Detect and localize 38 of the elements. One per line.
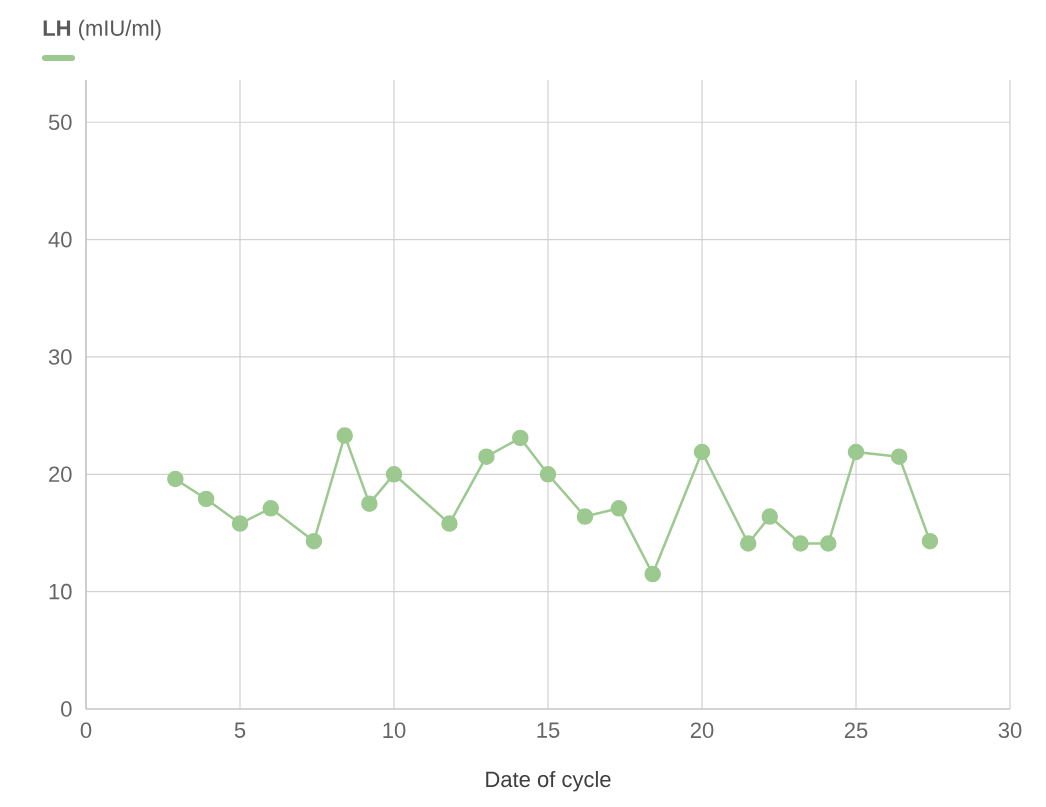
point xyxy=(890,448,908,465)
x-tick-label: 0 xyxy=(80,722,92,739)
point xyxy=(761,508,779,525)
y-tick-label: 40 xyxy=(48,231,72,248)
point xyxy=(921,532,939,550)
point xyxy=(262,500,280,517)
y-tick-label: 50 xyxy=(48,114,72,131)
x-tick-label: 5 xyxy=(234,722,246,738)
point xyxy=(361,495,378,512)
point xyxy=(336,427,353,444)
point xyxy=(739,535,757,552)
x-tick-label: 20 xyxy=(690,722,714,739)
x-tick-label: 10 xyxy=(383,722,406,739)
text: LH (mIU/ml) xyxy=(43,19,161,41)
point xyxy=(385,466,403,483)
y-tick-label: 10 xyxy=(49,583,72,600)
y-tick-label: 20 xyxy=(49,466,72,483)
point xyxy=(539,466,557,483)
y-tick-label: 30 xyxy=(48,349,72,365)
point xyxy=(305,532,323,550)
x-tick-label: 15 xyxy=(537,722,560,738)
point xyxy=(610,500,628,517)
point xyxy=(792,535,809,552)
x-axis-title: Date of cycle xyxy=(486,770,611,792)
x-tick-label: 30 xyxy=(998,722,1022,739)
point xyxy=(231,515,249,532)
point xyxy=(847,443,865,461)
point xyxy=(644,565,661,583)
point xyxy=(512,429,529,447)
point xyxy=(167,470,184,488)
point xyxy=(820,535,837,552)
point xyxy=(576,508,594,525)
y-tick-label: 0 xyxy=(61,701,72,717)
point xyxy=(197,490,215,508)
point xyxy=(478,448,495,465)
x-tick-label: 25 xyxy=(844,722,868,739)
point xyxy=(693,443,711,461)
point xyxy=(441,515,458,532)
